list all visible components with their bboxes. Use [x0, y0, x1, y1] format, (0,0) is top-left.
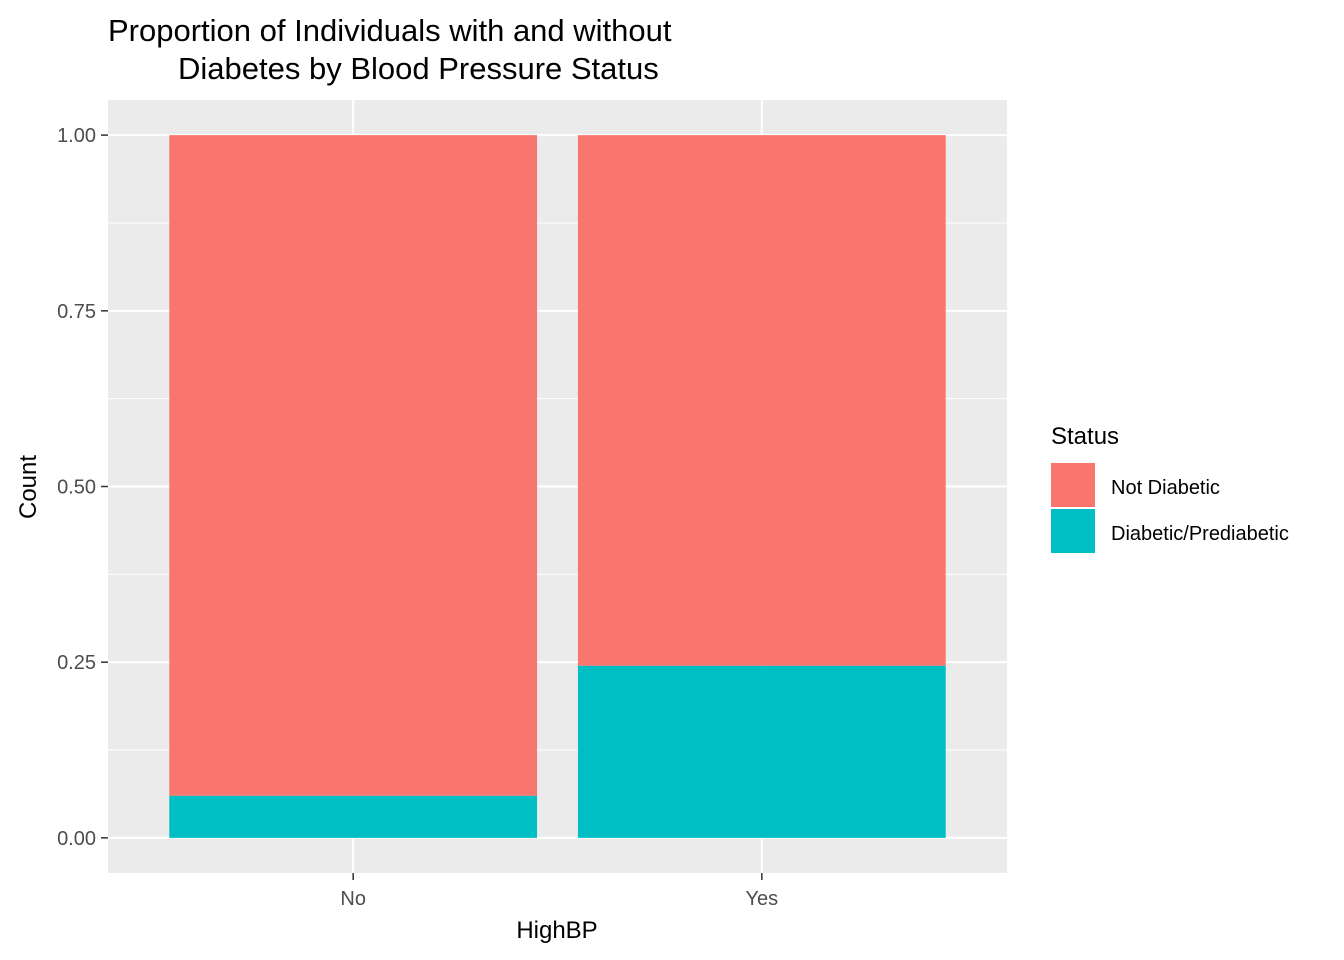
bar-no-diabetic-prediabetic	[169, 795, 538, 838]
x-tick-label: No	[340, 888, 366, 910]
bars	[169, 135, 946, 838]
legend-key-diabetic-prediabetic	[1051, 509, 1095, 553]
chart-title-line-2: Diabetes by Blood Pressure Status	[178, 51, 659, 86]
y-tick-label: 0.25	[57, 652, 96, 674]
x-axis: No Yes	[340, 873, 778, 910]
chart-title-line-1: Proportion of Individuals with and witho…	[108, 13, 672, 48]
x-tick-label: Yes	[745, 888, 778, 910]
legend-label-diabetic-prediabetic: Diabetic/Prediabetic	[1111, 523, 1289, 545]
y-tick-label: 1.00	[57, 125, 96, 147]
legend-title: Status	[1051, 423, 1119, 450]
x-axis-title: HighBP	[516, 917, 597, 944]
y-tick-label: 0.00	[57, 828, 96, 850]
legend: Status Not Diabetic Diabetic/Prediabetic	[1051, 423, 1289, 553]
y-axis: 0.00 0.25 0.50 0.75 1.00	[57, 125, 108, 850]
bar-yes-not-diabetic	[577, 135, 946, 666]
legend-key-not-diabetic	[1051, 463, 1095, 507]
y-tick-label: 0.75	[57, 301, 96, 323]
bar-no-not-diabetic	[169, 135, 538, 796]
bar-yes-diabetic-prediabetic	[577, 665, 946, 838]
y-tick-label: 0.50	[57, 477, 96, 499]
y-axis-title: Count	[15, 455, 42, 519]
legend-label-not-diabetic: Not Diabetic	[1111, 477, 1220, 499]
